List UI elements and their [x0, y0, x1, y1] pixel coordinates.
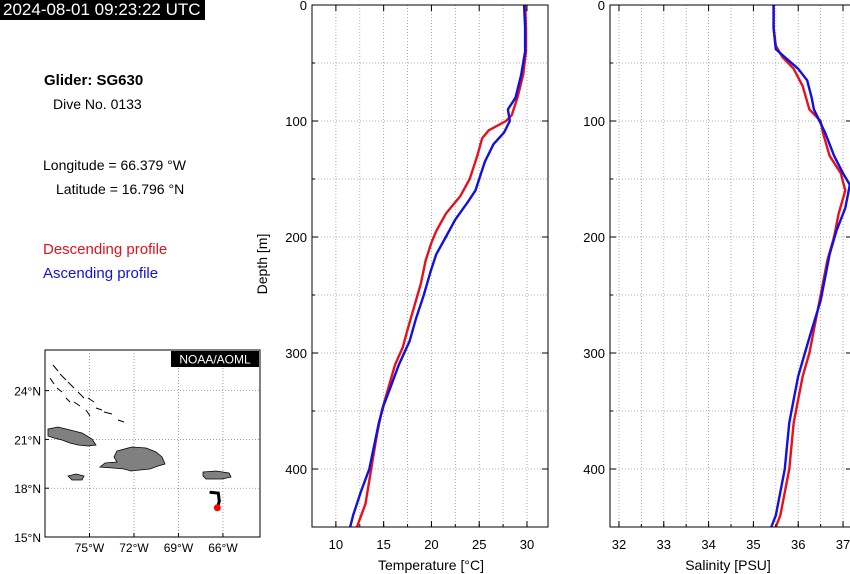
salinity-axes: 32 33 34 35 36 37 0 100 200 300 400	[583, 0, 850, 552]
salinity-grid	[610, 5, 850, 527]
y-tick-label: 400	[285, 462, 307, 477]
y-tick-label: 100	[583, 114, 605, 129]
plot-frame	[311, 4, 549, 528]
jamaica-land	[67, 473, 85, 481]
y-tick-label: 400	[583, 462, 605, 477]
salinity-x-axis-label: Salinity [PSU]	[685, 557, 771, 573]
descending-profile-line	[355, 4, 528, 528]
x-tick-label: 37	[836, 537, 850, 552]
temperature-series	[349, 4, 528, 528]
y-tick-label: 200	[583, 230, 605, 245]
timestamp: 2024-08-01 09:23:22 UTC	[0, 0, 205, 20]
x-tick-label: 35	[746, 537, 760, 552]
location-map: NOAA/AOML 24°N 21°N 18°N 15°N 75°W 72°W 69°W 6…	[14, 349, 261, 555]
map-lat-label: 18°N	[14, 482, 41, 496]
salinity-series	[770, 5, 850, 528]
map-lat-label: 15°N	[14, 531, 41, 545]
y-tick-label: 100	[285, 114, 307, 129]
salinity-profile-chart: 32 33 34 35 36 37 0 100 200 300 400 Salinity [PSU]	[583, 0, 850, 573]
y-tick-label: 300	[583, 346, 605, 361]
dive-number: Dive No. 0133	[53, 96, 142, 112]
y-tick-label: 300	[285, 346, 307, 361]
x-tick-label: 33	[657, 537, 671, 552]
temperature-x-axis-label: Temperature [°C]	[378, 557, 484, 573]
plot-frame	[609, 4, 850, 528]
longitude-readout: Longitude = 66.379 °W	[43, 157, 186, 173]
map-land-masses	[47, 426, 232, 481]
x-tick-label: 30	[520, 537, 534, 552]
x-tick-label: 10	[329, 537, 343, 552]
map-lon-label: 72°W	[119, 541, 149, 555]
x-tick-label: 36	[791, 537, 805, 552]
y-tick-label: 0	[300, 0, 307, 13]
map-longitude-labels: 75°W 72°W 69°W 66°W	[75, 541, 239, 555]
map-credit: NOAA/AOML	[179, 353, 251, 367]
x-tick-label: 34	[701, 537, 715, 552]
depth-y-axis-label: Depth [m]	[254, 234, 270, 295]
map-credit-box	[171, 351, 259, 367]
x-tick-label: 15	[376, 537, 390, 552]
y-tick-label: 200	[285, 230, 307, 245]
temperature-grid	[311, 5, 548, 527]
map-lon-label: 66°W	[208, 541, 238, 555]
ascending-profile-line	[349, 4, 527, 528]
x-tick-label: 20	[424, 537, 438, 552]
y-tick-label: 0	[598, 0, 605, 13]
map-lat-label: 24°N	[14, 385, 41, 399]
glider-name: Glider: SG630	[44, 72, 144, 89]
bahamas-islands	[49, 364, 125, 423]
latitude-readout: Latitude = 16.796 °N	[56, 181, 185, 197]
map-lon-label: 69°W	[164, 541, 194, 555]
puerto-rico-land	[202, 470, 232, 480]
map-lon-label: 75°W	[75, 541, 105, 555]
ascending-profile-line	[770, 5, 850, 528]
glider-track	[209, 490, 221, 512]
cuba-land	[47, 426, 97, 447]
x-tick-label: 25	[472, 537, 486, 552]
hispaniola-land	[98, 446, 166, 472]
map-lat-label: 21°N	[14, 433, 41, 447]
x-tick-label: 32	[612, 537, 626, 552]
ascending-legend-label: Ascending profile	[43, 265, 159, 282]
map-latitude-labels: 24°N 21°N 18°N 15°N	[14, 385, 41, 545]
glider-position-marker	[213, 504, 221, 512]
descending-legend-label: Descending profile	[43, 241, 168, 258]
descending-profile-line	[772, 5, 847, 528]
